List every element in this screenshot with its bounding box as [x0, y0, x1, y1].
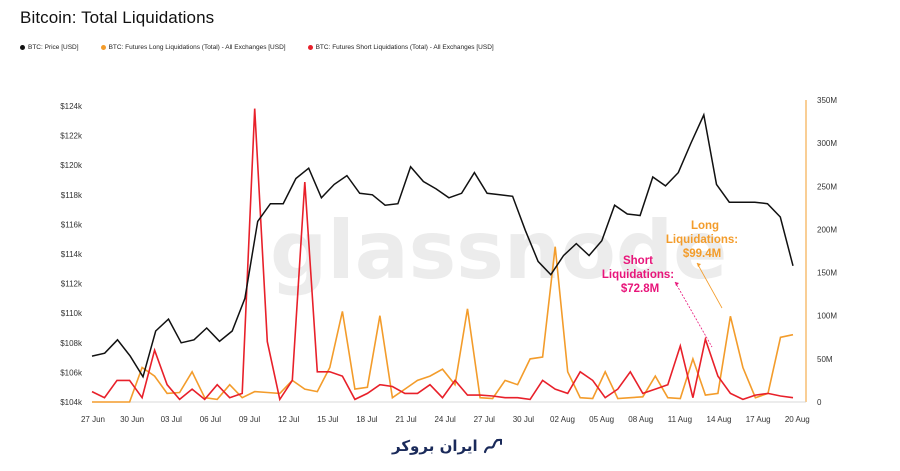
long-annotation-value: $99.4M — [683, 248, 721, 260]
legend-dot-long — [100, 45, 106, 50]
short-annotation-value: $72.8M — [621, 283, 659, 295]
brand-logo: ایران بروکر — [392, 437, 503, 455]
legend-label-price: BTC: Price [USD] — [28, 44, 79, 51]
series-line-long-liquidations — [92, 246, 794, 403]
y-right-ticks: 0 50M 100M 150M 200M 250M 300M 350M — [817, 96, 837, 407]
x-tick-label: 27 Jul — [474, 415, 496, 424]
legend-dot-price — [20, 45, 25, 50]
series-layer — [91, 108, 794, 403]
x-tick-label: 05 Aug — [589, 415, 614, 424]
x-tick-label: 11 Aug — [668, 415, 692, 424]
x-tick-label: 15 Jul — [317, 415, 339, 424]
watermark: glassnode — [270, 204, 727, 297]
short-annotation-arrow — [674, 281, 713, 348]
x-tick-label: 17 Aug — [746, 415, 771, 424]
y-right-tick-label: 250M — [817, 182, 837, 191]
long-annotation: Long Liquidations: $99.4M — [666, 220, 738, 260]
series-line-short-liquidations — [91, 108, 794, 402]
long-annotation-arrow — [696, 262, 723, 309]
x-tick-label: 06 Jul — [200, 415, 222, 424]
x-tick-label: 08 Aug — [628, 415, 653, 424]
legend: BTC: Price [USD] BTC: Futures Long Liqui… — [20, 44, 494, 51]
y-left-tick-label: $114k — [61, 250, 83, 259]
legend-item-price[interactable]: BTC: Price [USD] — [20, 44, 79, 51]
series-line-price — [91, 112, 794, 379]
y-right-tick-label: 50M — [817, 355, 833, 364]
long-annotation-line-2: Liquidations: — [666, 234, 738, 246]
y-left-tick-label: $106k — [60, 368, 83, 377]
x-tick-label: 14 Aug — [707, 415, 732, 424]
x-tick-label: 09 Jul — [239, 415, 261, 424]
y-left-tick-label: $118k — [61, 191, 83, 200]
y-left-tick-label: $104k — [60, 398, 83, 407]
y-left-tick-label: $116k — [61, 220, 83, 229]
short-annotation-line-1: Short — [623, 255, 653, 267]
x-ticks: 27 Jun 30 Jun 03 Jul 06 Jul 09 Jul 12 Jul 15 J… — [81, 415, 810, 424]
y-left-tick-label: $112k — [61, 280, 83, 289]
x-tick-label: 12 Jul — [278, 415, 300, 424]
trend-chart-icon — [483, 438, 502, 454]
y-right-tick-label: 0 — [817, 398, 822, 407]
x-tick-label: 02 Aug — [550, 415, 575, 424]
long-annotation-line-1: Long — [691, 220, 719, 232]
short-annotation: Short Liquidations: $72.8M — [602, 255, 674, 295]
legend-label-long: BTC: Futures Long Liquidations (Total) -… — [108, 44, 286, 51]
y-left-tick-label: $120k — [60, 161, 83, 170]
x-tick-label: 30 Jul — [513, 415, 535, 424]
y-right-tick-label: 200M — [817, 225, 837, 234]
x-tick-label: 03 Jul — [161, 415, 183, 424]
y-left-tick-label: $122k — [60, 132, 83, 141]
x-tick-label: 27 Jun — [81, 415, 105, 424]
chart-title: Bitcoin: Total Liquidations — [20, 8, 215, 27]
legend-dot-short — [307, 45, 313, 50]
short-annotation-line-2: Liquidations: — [602, 269, 674, 281]
y-left-ticks: $104k $106k $108k $110k $112k $114k $116k $118k… — [60, 102, 83, 407]
legend-item-long[interactable]: BTC: Futures Long Liquidations (Total) -… — [100, 44, 286, 51]
y-left-tick-label: $108k — [60, 339, 83, 348]
x-tick-label: 24 Jul — [434, 415, 456, 424]
x-tick-label: 18 Jul — [356, 415, 378, 424]
x-tick-label: 20 Aug — [785, 415, 810, 424]
long-annotation-arrowhead — [697, 263, 701, 267]
x-tick-label: 30 Jun — [120, 415, 144, 424]
y-right-tick-label: 300M — [817, 139, 837, 148]
x-tick-label: 21 Jul — [395, 415, 417, 424]
y-right-tick-label: 150M — [817, 269, 837, 278]
brand-name: ایران بروکر — [392, 437, 478, 455]
legend-label-short: BTC: Futures Short Liquidations (Total) … — [315, 44, 494, 51]
y-left-tick-label: $124k — [60, 102, 83, 111]
short-annotation-arrowhead — [675, 282, 679, 286]
legend-item-short[interactable]: BTC: Futures Short Liquidations (Total) … — [307, 44, 494, 51]
y-right-tick-label: 100M — [817, 312, 837, 321]
y-left-tick-label: $110k — [61, 309, 83, 318]
y-right-tick-label: 350M — [817, 96, 837, 105]
